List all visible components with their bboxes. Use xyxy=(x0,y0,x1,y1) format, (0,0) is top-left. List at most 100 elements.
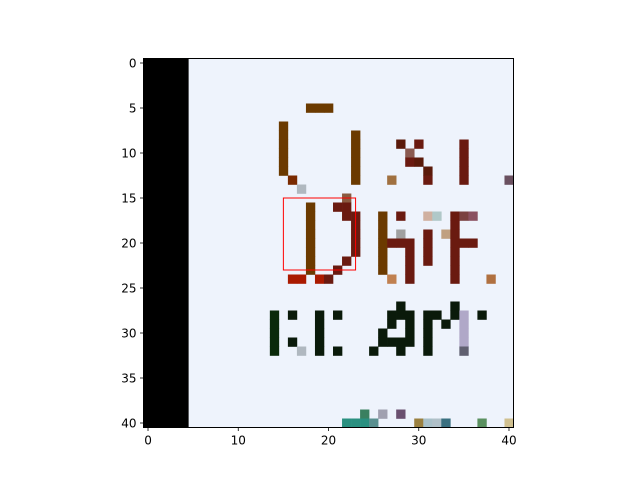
image-pixel xyxy=(459,166,469,176)
image-pixel xyxy=(342,211,352,221)
image-pixel xyxy=(333,310,343,320)
image-pixel xyxy=(396,346,406,356)
image-pixel xyxy=(450,310,460,320)
image-pixel xyxy=(305,103,316,113)
x-tick-label: 30 xyxy=(411,434,426,448)
x-tick-label: 40 xyxy=(501,434,516,448)
image-pixel xyxy=(269,310,280,320)
image-pixel xyxy=(378,211,388,221)
image-pixel xyxy=(423,319,433,329)
image-pixel xyxy=(378,238,388,248)
image-pixel xyxy=(504,418,514,428)
image-pixel xyxy=(323,103,334,113)
y-tick-label: 25 xyxy=(121,282,136,296)
image-pixel xyxy=(278,166,289,176)
image-pixel xyxy=(305,229,316,239)
image-pixel xyxy=(405,319,415,329)
image-pixel xyxy=(396,211,406,221)
image-pixel xyxy=(396,301,406,311)
image-pixel xyxy=(278,121,289,131)
y-tick-label: 5 xyxy=(129,102,137,116)
y-axis: 0 5 10 15 20 25 30 35 40 xyxy=(121,57,144,431)
image-pixel xyxy=(351,166,361,176)
y-tick-label: 20 xyxy=(121,237,136,251)
image-pixel xyxy=(432,418,442,428)
image-pixel xyxy=(269,337,280,347)
image-pixel xyxy=(459,175,469,185)
image-pixel xyxy=(432,310,442,320)
image-pixel xyxy=(405,274,415,284)
image-pixel xyxy=(305,211,316,221)
image-pixel xyxy=(278,139,289,149)
image-pixel xyxy=(342,256,352,266)
image-pixel xyxy=(278,148,289,158)
image-pixel xyxy=(405,256,415,266)
image-pixel xyxy=(278,157,289,167)
image-pixel xyxy=(459,310,469,320)
image-pixel xyxy=(450,274,460,284)
y-tick-label: 40 xyxy=(121,417,136,431)
image-pixel xyxy=(423,328,433,338)
image-pixel xyxy=(387,337,397,347)
image-pixel xyxy=(269,328,280,338)
image-pixel xyxy=(423,166,433,176)
image-pixel xyxy=(450,256,460,266)
image-pixel xyxy=(269,346,280,356)
image-pixel xyxy=(423,211,433,221)
image-pixel xyxy=(459,211,469,221)
image-pixel xyxy=(396,409,406,419)
image-pixel xyxy=(278,130,289,140)
image-pixel xyxy=(405,148,415,158)
image-pixel xyxy=(351,418,361,428)
image-pixel xyxy=(423,229,433,239)
image-pixel xyxy=(360,409,370,419)
y-tick-label: 30 xyxy=(121,327,136,341)
highlight-box xyxy=(282,197,357,271)
image-pixel xyxy=(369,346,379,356)
image-pixel xyxy=(360,418,370,428)
image-pixel xyxy=(423,238,433,248)
image-pixel xyxy=(396,337,406,347)
image-pixel xyxy=(378,328,388,338)
image-heatmap xyxy=(143,58,514,428)
image-pixel xyxy=(459,346,469,356)
image-pixel xyxy=(396,139,406,149)
image-pixel xyxy=(405,328,415,338)
image-pixel xyxy=(459,238,469,248)
image-pixel xyxy=(314,337,325,347)
image-pixel xyxy=(423,337,433,347)
image-pixel xyxy=(396,310,406,320)
image-pixel xyxy=(287,274,298,284)
image-pixel xyxy=(378,247,388,257)
image-pixel xyxy=(351,130,361,140)
image-pixel xyxy=(387,319,397,329)
x-tick-label: 10 xyxy=(231,434,246,448)
image-pixel xyxy=(450,265,460,275)
image-pixel xyxy=(450,301,460,311)
image-pixel xyxy=(441,229,451,239)
image-pixel xyxy=(477,310,487,320)
image-pixel xyxy=(405,337,415,347)
image-pixel xyxy=(378,229,388,239)
image-pixel xyxy=(314,310,325,320)
image-pixel xyxy=(378,409,388,419)
image-pixel xyxy=(423,175,433,185)
image-pixel xyxy=(378,265,388,275)
image-pixel xyxy=(387,175,397,185)
image-pixel xyxy=(459,157,469,167)
image-pixel xyxy=(323,274,334,284)
image-pixel xyxy=(423,256,433,266)
image-pixel xyxy=(314,328,325,338)
image-pixel xyxy=(351,139,361,149)
image-pixel xyxy=(468,238,478,248)
image-pixel xyxy=(305,238,316,248)
image-pixel xyxy=(305,256,316,266)
image-pixel xyxy=(459,148,469,158)
image-pixel xyxy=(405,157,415,167)
image-pixel xyxy=(296,184,307,194)
image-pixel xyxy=(468,211,478,221)
image-pixel xyxy=(314,103,325,113)
image-pixel xyxy=(305,247,316,257)
image-pixel xyxy=(305,202,316,212)
